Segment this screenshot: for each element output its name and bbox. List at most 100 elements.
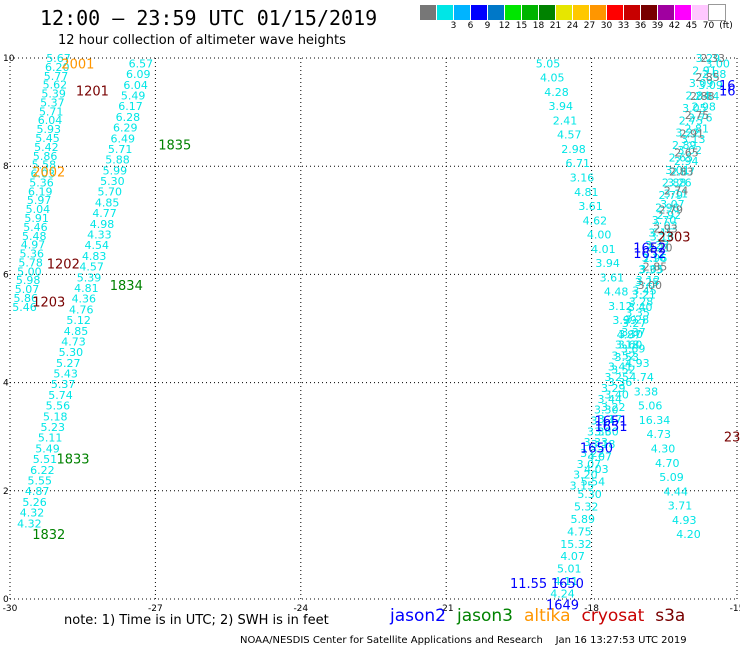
- wave-height-label: 2.87: [671, 166, 696, 179]
- wave-height-label: 5.51: [33, 453, 58, 466]
- wave-height-label: 3.29: [696, 52, 721, 65]
- wave-height-label: 3.45: [632, 285, 657, 298]
- wave-height-label: 5.46: [12, 301, 37, 314]
- wave-height-label: 3.52: [611, 363, 636, 376]
- x-tick-label: -30: [3, 604, 18, 614]
- wave-height-label: 6.28: [116, 111, 141, 124]
- pass-time-label: 16: [719, 84, 736, 99]
- wave-height-label: 4.28: [544, 86, 569, 99]
- legend-swatch: [522, 5, 538, 20]
- x-tick-label: -18: [584, 604, 599, 614]
- wave-height-label: 3.21: [646, 241, 671, 254]
- wave-height-label: 5.86: [33, 150, 58, 163]
- wave-height-label: 3.71: [668, 500, 693, 513]
- wave-height-label: 4.85: [95, 196, 120, 209]
- legend-swatch: [505, 5, 521, 20]
- x-tick-label: -27: [148, 604, 163, 614]
- wave-height-label: 3.00: [705, 57, 730, 70]
- wave-height-label: 5.36: [20, 248, 45, 261]
- wave-height-label: 4.01: [591, 243, 616, 256]
- y-tick-label: 2: [3, 487, 9, 497]
- pass-time-label: 1649: [546, 598, 579, 613]
- wave-height-label: 2.91: [692, 64, 717, 77]
- wave-height-label: 16.34: [639, 414, 671, 427]
- wave-height-label: 3.28: [629, 295, 654, 308]
- wave-height-label: 5.99: [103, 164, 128, 177]
- wave-height-label: 2.65: [669, 152, 694, 165]
- legend-swatch: [624, 5, 640, 20]
- pass-time-label: 1651: [594, 420, 627, 435]
- wave-height-label: 4.75: [567, 525, 592, 538]
- wave-height-label: 4.20: [676, 528, 701, 541]
- legend-swatch: [471, 5, 487, 20]
- wave-height-label: 2.75: [679, 114, 704, 127]
- legend-label: 33: [617, 21, 630, 31]
- wave-height-label: 3.20: [573, 469, 598, 482]
- y-tick-label: 10: [3, 54, 15, 64]
- wave-height-label: 5.12: [66, 314, 91, 327]
- wave-height-label: 3.16: [570, 172, 595, 185]
- wave-height-label: 2.98: [561, 143, 586, 156]
- wave-height-label: 5.37: [51, 378, 76, 391]
- footer-credit: NOAA/NESDIS Center for Satellite Applica…: [240, 635, 687, 646]
- x-tick-label: -24: [293, 604, 308, 614]
- wave-height-label: 5.09: [659, 471, 684, 484]
- legend-swatch: [675, 5, 691, 20]
- legend-label: 6: [467, 21, 474, 31]
- wave-height-label: 2.79: [659, 203, 684, 216]
- wave-height-label: 3.26: [667, 176, 692, 189]
- y-tick-label: 0: [3, 595, 9, 605]
- wave-height-label: 4.07: [560, 550, 585, 563]
- wave-height-label: 3.03: [653, 220, 678, 233]
- wave-height-label: 2.84: [686, 89, 711, 102]
- wave-height-label: 2.92: [657, 209, 682, 222]
- pass-time-label: 1652: [633, 241, 666, 256]
- legend-swatch: [573, 5, 589, 20]
- wave-height-label: 4.32: [20, 507, 45, 520]
- wave-height-label: 2.91: [680, 128, 705, 141]
- wave-height-label: 4.76: [69, 303, 94, 316]
- wave-height-label: 3.29: [601, 382, 626, 395]
- wave-height-label: 3.44: [597, 393, 622, 406]
- wave-height-label: 5.48: [22, 230, 47, 243]
- wave-height-label: 4.48: [604, 286, 629, 299]
- wave-height-label: 5.30: [577, 488, 602, 501]
- legend-label: 3: [450, 21, 457, 31]
- wave-height-label: 5.32: [574, 500, 599, 513]
- wave-height-label: 4.70: [655, 457, 680, 470]
- wave-height-label: 4.32: [17, 517, 42, 530]
- wave-height-label: 6.04: [38, 114, 63, 127]
- wave-height-label: 4.81: [574, 186, 599, 199]
- wave-height-label: 5.91: [24, 212, 49, 225]
- wave-height-label: 3.18: [591, 438, 616, 451]
- pass-time-label: 2001: [61, 57, 94, 72]
- wave-height-label: 3.94: [549, 100, 574, 113]
- wave-height-label: 5.56: [46, 400, 71, 413]
- wave-height-label: 2.98: [691, 101, 716, 114]
- wave-height-label: 3.09: [689, 77, 714, 90]
- wave-height-label: 3.69: [621, 343, 646, 356]
- wave-height-label: 5.37: [40, 96, 65, 109]
- wave-height-label: 3.12: [608, 300, 633, 313]
- wave-height-label: 5.93: [37, 123, 62, 136]
- wave-height-label: 6.29: [113, 122, 138, 135]
- x-tick-label: -21: [439, 604, 454, 614]
- wave-height-label: 4.98: [90, 218, 115, 231]
- wave-height-label: 4.07: [587, 451, 612, 464]
- wave-height-label: 2.85: [643, 260, 668, 273]
- wave-height-label: 2.76: [688, 112, 713, 125]
- wave-height-label: 3.41: [608, 360, 633, 373]
- legend-label: 21: [549, 21, 562, 31]
- pass-time-label: 1652: [633, 247, 666, 262]
- wave-height-label: 4.44: [664, 485, 689, 498]
- wave-height-label: 5.18: [43, 410, 68, 423]
- pass-time-label: 1835: [158, 139, 191, 154]
- wave-height-label: 2.96: [643, 252, 668, 265]
- wave-height-label: 3.13: [681, 133, 706, 146]
- wave-height-label: 6.20: [45, 61, 70, 74]
- wave-height-label: 4.97: [21, 239, 46, 252]
- color-legend-labels: 3 6 9 12 15 18 21 24 27 30 33 36 39 42 45 70 (ft): [420, 21, 738, 33]
- legend-swatch: [641, 5, 657, 20]
- page-title: 12:00 – 23:59 UTC 01/15/2019: [40, 6, 378, 30]
- wave-height-label: 6.04: [123, 79, 148, 92]
